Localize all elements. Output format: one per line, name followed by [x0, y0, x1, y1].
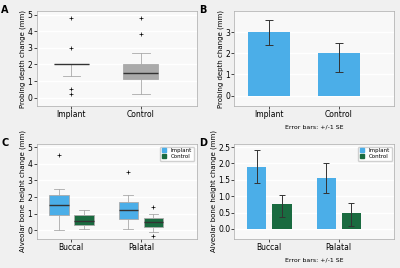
Bar	[342, 213, 361, 229]
Bar	[272, 204, 292, 229]
PathPatch shape	[144, 218, 163, 227]
Y-axis label: Probing depth change (mm): Probing depth change (mm)	[20, 10, 26, 108]
PathPatch shape	[49, 195, 68, 215]
X-axis label: Error bars: +/-1 SE: Error bars: +/-1 SE	[285, 125, 344, 130]
Text: A: A	[1, 5, 9, 16]
PathPatch shape	[74, 215, 94, 225]
X-axis label: Error bars: +/-1 SE: Error bars: +/-1 SE	[285, 258, 344, 262]
Text: D: D	[199, 138, 207, 148]
Bar	[318, 53, 360, 96]
Text: B: B	[199, 5, 207, 16]
Y-axis label: Alveolar bone height change (mm): Alveolar bone height change (mm)	[210, 130, 217, 252]
Y-axis label: Alveolar bone height change (mm): Alveolar bone height change (mm)	[20, 130, 26, 252]
Legend: Implant, Control: Implant, Control	[160, 147, 194, 161]
Text: C: C	[1, 138, 9, 148]
Bar	[248, 32, 290, 96]
Bar	[247, 167, 266, 229]
PathPatch shape	[124, 65, 158, 80]
Y-axis label: Probing depth change (mm): Probing depth change (mm)	[218, 10, 224, 108]
Bar	[316, 178, 336, 229]
Legend: Implant, Control: Implant, Control	[358, 147, 392, 161]
PathPatch shape	[119, 202, 138, 219]
